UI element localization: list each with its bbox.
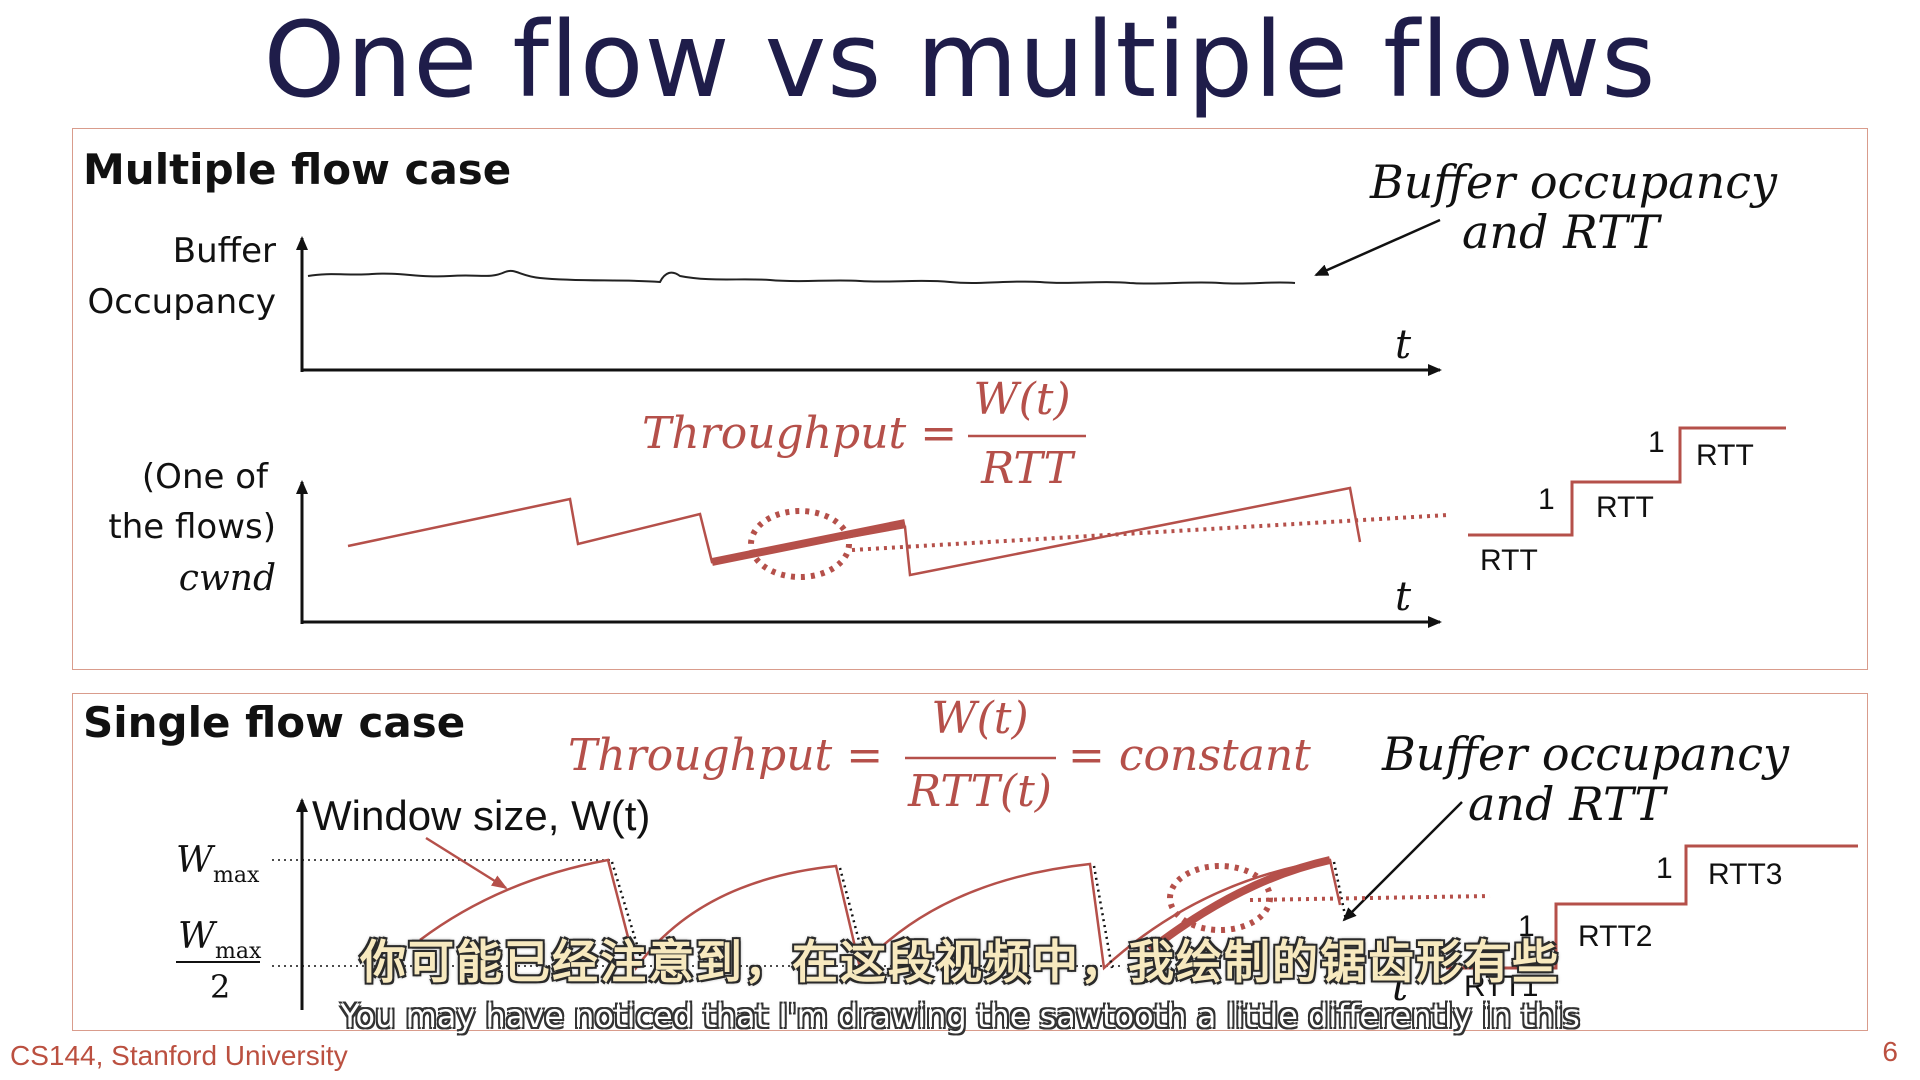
multi-throughput-denominator: RTT xyxy=(980,443,1077,494)
single-stair-rtt-2: RTT2 xyxy=(1578,920,1652,953)
cwnd-axes xyxy=(296,480,1442,628)
single-rtt-staircase xyxy=(1446,844,1858,970)
single-stair-step-2: 1 xyxy=(1656,852,1673,885)
single-stair-rtt-1: RTT1 xyxy=(1464,970,1538,1003)
single-throughput-rhs: = constant xyxy=(1068,730,1311,781)
single-stair-step-1: 1 xyxy=(1518,910,1535,943)
multi-stair-step-1: 1 xyxy=(1538,483,1555,516)
single-annotation-line2: and RTT xyxy=(1468,777,1668,831)
single-flow-panel: Single flow case xyxy=(72,693,1868,1031)
single-throughput-lhs: Throughput = xyxy=(568,730,883,781)
slide-title: One flow vs multiple flows xyxy=(263,0,1657,121)
multiple-flow-heading: Multiple flow case xyxy=(83,145,512,194)
subtitle-english: You may have noticed that I'm drawing th… xyxy=(340,997,1580,1035)
buffer-occupancy-curve xyxy=(307,269,1296,285)
multi-throughput-numerator: W(t) xyxy=(973,374,1070,425)
single-stair-rtt-3: RTT3 xyxy=(1708,858,1782,891)
multiple-flow-panel: Multiple flow case xyxy=(72,128,1868,670)
multi-stair-step-2: 1 xyxy=(1648,426,1665,459)
cwnd-average-dotted xyxy=(851,513,1449,552)
buffer-axis-t: t xyxy=(1395,322,1412,368)
cwnd-label-1: (One of xyxy=(142,457,269,497)
buffer-annotation-arrow xyxy=(1314,218,1441,277)
buffer-axes xyxy=(296,236,1442,376)
buffer-annotation-line2: and RTT xyxy=(1462,205,1662,259)
single-annotation-arrow xyxy=(1342,801,1463,922)
cwnd-axis-t: t xyxy=(1395,574,1412,620)
window-size-label: Window size, W(t) xyxy=(312,792,650,839)
page-number: 6 xyxy=(1882,1036,1898,1067)
single-flow-heading: Single flow case xyxy=(83,698,466,747)
single-throughput-denominator: RTT(t) xyxy=(907,766,1052,817)
window-label-arrow xyxy=(425,836,508,890)
multi-rtt-staircase xyxy=(1468,426,1786,537)
single-annotation-line1: Buffer occupancy xyxy=(1381,727,1790,781)
multi-stair-rtt-1: RTT xyxy=(1480,544,1538,577)
cwnd-label-2: the flows) xyxy=(108,507,276,547)
buffer-occupancy-label-1: Buffer xyxy=(173,231,276,271)
buffer-annotation-line1: Buffer occupancy xyxy=(1369,155,1778,209)
window-average-dotted xyxy=(1249,894,1491,902)
window-sawtooth-dotted xyxy=(610,861,1348,969)
window-highlight-circle xyxy=(1167,863,1273,933)
single-throughput-numerator: W(t) xyxy=(931,693,1028,744)
wmax-label: Wmax xyxy=(176,840,260,888)
window-highlight-segment xyxy=(1147,856,1331,954)
wmax-half-denominator: 2 xyxy=(210,968,230,1006)
multi-stair-rtt-2: RTT xyxy=(1596,491,1654,524)
multi-throughput-lhs: Throughput = xyxy=(642,408,957,459)
cwnd-highlight-circle xyxy=(748,508,852,580)
cwnd-highlight-segment xyxy=(711,519,906,566)
buffer-occupancy-label-2: Occupancy xyxy=(88,282,276,322)
multi-stair-rtt-3: RTT xyxy=(1696,439,1754,472)
footer-course: CS144, Stanford University xyxy=(10,1040,348,1071)
cwnd-label-3: cwnd xyxy=(179,558,276,599)
window-axis-t: t xyxy=(1392,964,1409,1010)
wmax-half-numerator: Wmax xyxy=(178,916,262,964)
subtitle-chinese: 你可能已经注意到，在这段视频中，我绘制的锯齿形有些 xyxy=(360,935,1560,989)
